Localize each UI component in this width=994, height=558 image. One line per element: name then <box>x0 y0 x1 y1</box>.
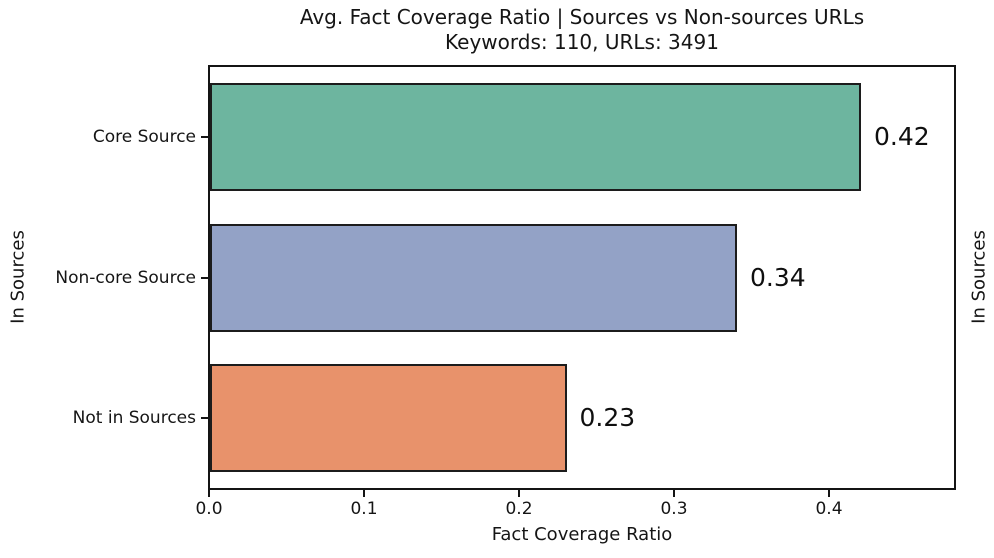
chart-title-line2: Keywords: 110, URLs: 3491 <box>445 30 719 54</box>
plot-area: 0.42 0.34 0.23 <box>208 65 956 490</box>
x-tick-mark <box>828 490 830 497</box>
x-tick-label: 0.0 <box>195 499 223 519</box>
x-tick-mark <box>518 490 520 497</box>
bar-core-source <box>210 83 861 192</box>
bar-value-label: 0.42 <box>874 122 930 152</box>
x-tick-label: 0.3 <box>660 499 688 519</box>
chart-title: Avg. Fact Coverage Ratio | Sources vs No… <box>208 5 956 55</box>
x-axis-label: Fact Coverage Ratio <box>491 524 673 545</box>
y-axis-label-right: In Sources <box>968 230 990 324</box>
chart-title-line1: Avg. Fact Coverage Ratio | Sources vs No… <box>299 5 865 29</box>
x-tick-mark <box>208 490 210 497</box>
x-tick-label: 0.2 <box>505 499 533 519</box>
y-tick-mark <box>201 136 208 139</box>
y-tick-label: Core Source <box>92 127 196 148</box>
x-tick-label: 0.1 <box>350 499 378 519</box>
bar-value-label: 0.34 <box>750 262 806 292</box>
y-tick-label: Not in Sources <box>72 407 196 428</box>
y-tick-mark <box>201 416 208 419</box>
bar-not-in-sources <box>210 363 567 472</box>
x-tick-mark <box>673 490 675 497</box>
x-tick-mark <box>363 490 365 497</box>
bar-value-label: 0.23 <box>579 402 636 432</box>
x-tick-label: 0.4 <box>815 499 843 519</box>
y-tick-mark <box>201 276 208 279</box>
y-tick-label: Non-core Source <box>55 267 196 288</box>
bar-non-core-source <box>210 223 737 332</box>
